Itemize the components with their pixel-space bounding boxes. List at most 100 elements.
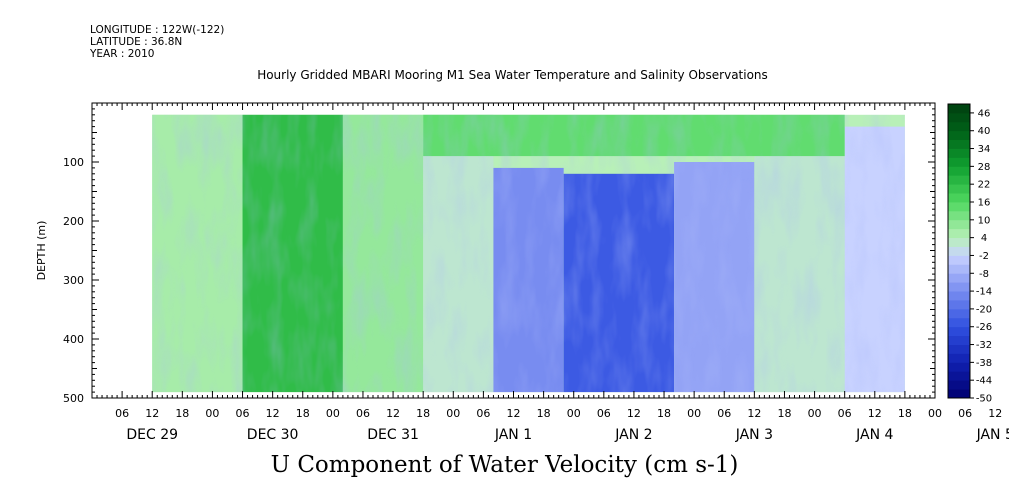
- heatmap-texture: [152, 114, 905, 393]
- x-day-label: DEC 29: [126, 427, 178, 443]
- colorbar-band: [948, 326, 970, 337]
- x-day-label: JAN 1: [494, 427, 532, 443]
- colorbar-label: -8: [979, 269, 989, 280]
- colorbar-band: [948, 380, 970, 390]
- x-hour-label: 06: [115, 407, 129, 420]
- colorbar-label: 22: [978, 180, 991, 191]
- x-hour-label: 18: [416, 407, 430, 420]
- colorbar-label: 46: [978, 108, 991, 119]
- x-hour-label: 06: [476, 407, 490, 420]
- x-hour-label: 00: [687, 407, 701, 420]
- x-hour-label: 00: [205, 407, 219, 420]
- colorbar-label: -14: [976, 287, 992, 298]
- colorbar-band: [948, 166, 970, 176]
- colorbar-label: -20: [976, 304, 992, 315]
- chart-title: Hourly Gridded MBARI Mooring M1 Sea Wate…: [257, 68, 768, 82]
- colorbar-label: -32: [976, 340, 992, 351]
- colorbar-band: [948, 308, 970, 319]
- x-hour-label: 18: [296, 407, 310, 420]
- colorbar-band: [948, 130, 970, 141]
- x-hour-label: 06: [236, 407, 250, 420]
- x-hour-label: 12: [507, 407, 521, 420]
- x-hour-label: 00: [446, 407, 460, 420]
- x-day-label: JAN 4: [855, 427, 893, 443]
- x-hour-label: 00: [567, 407, 581, 420]
- y-tick-label: 100: [63, 156, 84, 169]
- x-hour-label: 12: [386, 407, 400, 420]
- x-hour-label: 18: [777, 407, 791, 420]
- x-hour-label: 12: [266, 407, 280, 420]
- x-hour-label: 12: [627, 407, 641, 420]
- colorbar-band: [948, 228, 970, 239]
- heatmap-field: [152, 114, 905, 393]
- x-day-label: DEC 31: [367, 427, 419, 443]
- colorbar-band: [948, 344, 970, 354]
- y-tick-label: 200: [63, 215, 84, 228]
- colorbar-band: [948, 317, 970, 328]
- year-label: YEAR : 2010: [90, 48, 155, 60]
- colorbar-band: [948, 184, 970, 194]
- colorbar-band: [948, 139, 970, 149]
- x-hour-label: 12: [988, 407, 1002, 420]
- colorbar-band: [948, 353, 970, 363]
- colorbar-band: [948, 210, 970, 221]
- x-hour-label: 18: [175, 407, 189, 420]
- colorbar-band: [948, 175, 970, 185]
- x-hour-label: 06: [356, 407, 370, 420]
- colorbar-band: [948, 362, 970, 372]
- x-hour-label: 00: [928, 407, 942, 420]
- x-hour-label: 06: [717, 407, 731, 420]
- colorbar-label: 40: [978, 126, 991, 137]
- colorbar-label: 28: [978, 162, 991, 173]
- x-hour-label: 18: [537, 407, 551, 420]
- y-tick-label: 300: [63, 274, 84, 287]
- colorbar-label: 34: [978, 144, 991, 155]
- colorbar-band: [948, 157, 970, 167]
- x-hour-label: 06: [958, 407, 972, 420]
- x-hour-label: 06: [838, 407, 852, 420]
- colorbar-band: [948, 121, 970, 132]
- x-day-label: JAN 2: [614, 427, 652, 443]
- axes: 06 12 18 00 06 12 18 00 06 12 18 00 06 12 18 00 06 12 18 00…: [35, 102, 1009, 443]
- colorbar-label: -2: [979, 251, 989, 262]
- colorbar-band: [948, 148, 970, 158]
- y-tick-label: 400: [63, 333, 84, 346]
- colorbar-label: -26: [976, 322, 992, 333]
- colorbar-label: 10: [978, 215, 991, 226]
- colorbar-band: [948, 282, 970, 292]
- x-hour-label: 12: [868, 407, 882, 420]
- colorbar-band: [948, 371, 970, 381]
- colorbar-label: -50: [976, 394, 992, 405]
- figure-caption: U Component of Water Velocity (cm s-1): [270, 452, 739, 478]
- colorbar-band: [948, 237, 970, 247]
- colorbar-band: [948, 264, 970, 274]
- x-day-label: JAN 3: [735, 427, 773, 443]
- colorbar-band: [948, 255, 970, 265]
- colorbar-band: [948, 104, 970, 114]
- y-axis-title: DEPTH (m): [35, 221, 48, 281]
- colorbar-band: [948, 246, 970, 256]
- x-day-label: JAN 5: [976, 427, 1009, 443]
- x-day-label: DEC 30: [247, 427, 299, 443]
- x-hour-label: 12: [145, 407, 159, 420]
- latitude-label: LATITUDE : 36.8N: [90, 36, 183, 48]
- colorbar-band: [948, 202, 970, 212]
- x-hour-label: 00: [326, 407, 340, 420]
- colorbar-band: [948, 389, 970, 399]
- x-hour-label: 18: [657, 407, 671, 420]
- colorbar-label: 4: [981, 233, 987, 244]
- colorbar: 46 40 34 28 22 16 10 4 -2 -8 -14 -20 -26 -32 -38 -44 -50: [947, 103, 992, 405]
- y-tick-label: 500: [63, 392, 84, 405]
- x-hour-label: 18: [898, 407, 912, 420]
- colorbar-label: 16: [978, 198, 991, 209]
- x-hour-label: 06: [597, 407, 611, 420]
- colorbar-frame: [947, 103, 971, 399]
- colorbar-band: [948, 291, 970, 301]
- colorbar-label: -38: [976, 358, 992, 369]
- colorbar-band: [948, 273, 970, 283]
- colorbar-band: [948, 300, 970, 310]
- colorbar-label: -44: [976, 376, 992, 387]
- colorbar-band: [948, 193, 970, 203]
- x-hour-label: 00: [808, 407, 822, 420]
